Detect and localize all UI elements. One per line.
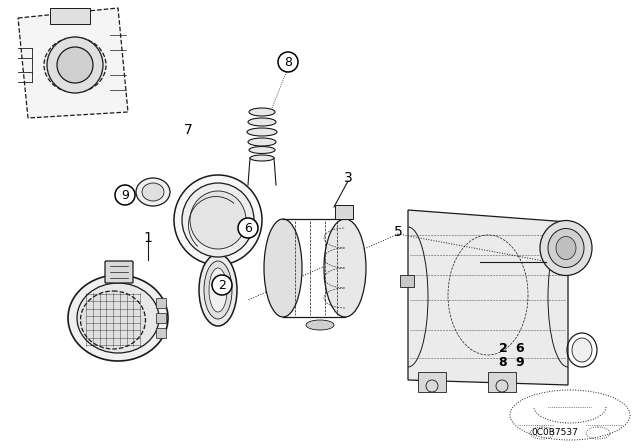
Ellipse shape [68, 275, 168, 361]
Ellipse shape [249, 146, 275, 154]
Bar [335, 205, 353, 219]
Ellipse shape [199, 254, 237, 326]
Ellipse shape [190, 191, 246, 249]
Circle shape [57, 47, 93, 83]
Ellipse shape [142, 183, 164, 201]
Ellipse shape [548, 228, 584, 267]
Ellipse shape [44, 38, 106, 92]
Circle shape [238, 218, 258, 238]
Ellipse shape [248, 138, 276, 146]
Ellipse shape [572, 338, 592, 362]
Ellipse shape [540, 220, 592, 276]
Ellipse shape [81, 291, 145, 349]
Ellipse shape [249, 108, 275, 116]
Text: 2: 2 [499, 341, 508, 354]
Text: 0C0B7537: 0C0B7537 [532, 427, 579, 436]
Text: 5: 5 [394, 225, 403, 239]
Ellipse shape [248, 118, 276, 126]
Text: 7: 7 [184, 123, 193, 137]
Ellipse shape [77, 283, 159, 353]
Text: 3: 3 [344, 171, 353, 185]
Text: 9: 9 [121, 189, 129, 202]
Circle shape [278, 52, 298, 72]
Text: 2: 2 [218, 279, 226, 292]
Ellipse shape [556, 237, 576, 259]
Circle shape [115, 185, 135, 205]
Text: 8: 8 [284, 56, 292, 69]
Polygon shape [408, 210, 568, 385]
Bar [156, 313, 166, 323]
Ellipse shape [306, 320, 334, 330]
Bar [400, 275, 414, 287]
Polygon shape [18, 8, 128, 118]
Ellipse shape [209, 268, 227, 312]
Ellipse shape [136, 178, 170, 206]
Circle shape [212, 275, 232, 295]
Text: 6: 6 [244, 221, 252, 234]
Bar [156, 298, 166, 308]
Bar [156, 328, 166, 338]
Text: 1: 1 [143, 231, 152, 245]
Bar [418, 372, 446, 392]
Ellipse shape [247, 128, 277, 136]
Ellipse shape [182, 183, 254, 257]
Text: 9: 9 [516, 356, 524, 369]
Ellipse shape [324, 219, 366, 317]
Circle shape [47, 37, 103, 93]
Text: 6: 6 [516, 341, 524, 354]
Ellipse shape [264, 219, 302, 317]
Ellipse shape [250, 155, 274, 161]
Ellipse shape [174, 175, 262, 265]
FancyBboxPatch shape [105, 261, 133, 283]
Ellipse shape [204, 261, 232, 319]
Bar [50, 8, 90, 24]
Bar [488, 372, 516, 392]
Text: 8: 8 [499, 356, 508, 369]
